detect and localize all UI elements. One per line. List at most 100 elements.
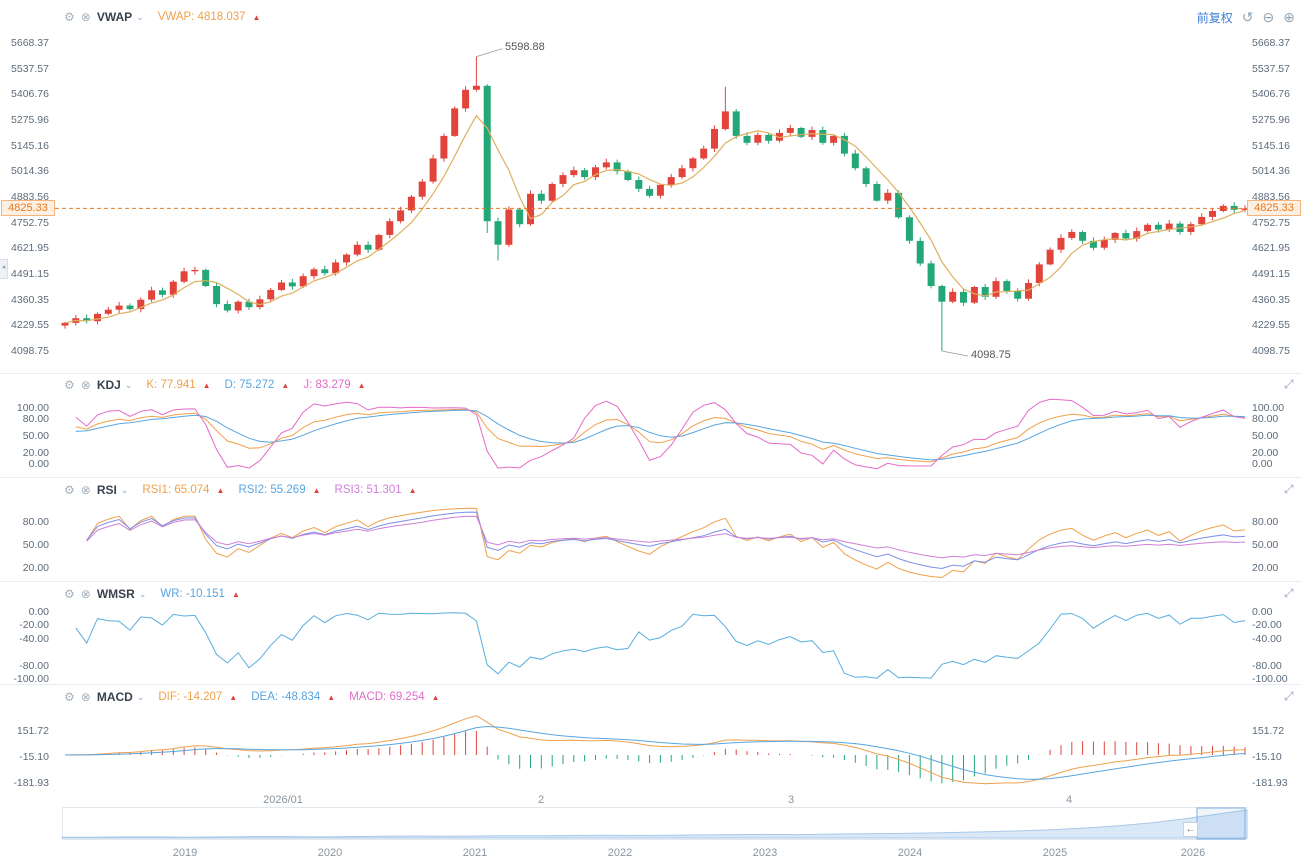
candle-body [613, 162, 621, 172]
remove-indicator-icon[interactable]: ⊗ [80, 483, 91, 497]
price-tick-label: 5145.16 [1252, 140, 1290, 152]
main-panel-header: ⚙ ⊗ VWAP ⌄ VWAP: 4818.037 ▲ [64, 9, 260, 25]
candle-body [137, 299, 145, 310]
price-tick-label: 4752.75 [1252, 217, 1290, 229]
settings-icon[interactable]: ⚙ [64, 378, 75, 392]
kdj-panel-header: ⚙ ⊗ KDJ ⌄ K: 77.941 ▲ D: 75.272 ▲ J: 83.279 ▲ [64, 377, 366, 393]
candle-body [440, 135, 448, 159]
price-tick-label: 5537.57 [11, 63, 49, 75]
price-tick-label: 4491.15 [11, 268, 49, 280]
candle-body [743, 135, 751, 143]
candle-body [1122, 233, 1130, 239]
candle-body [494, 221, 502, 245]
candle-body [505, 209, 513, 245]
adjust-mode-link[interactable]: 前复权 [1196, 11, 1233, 25]
candle-body [213, 286, 221, 305]
macd-panel-header: ⚙ ⊗ MACD ⌄ DIF: -14.207 ▲ DEA: -48.834 ▲ MACD: 6… [64, 689, 440, 705]
remove-indicator-icon[interactable]: ⊗ [80, 378, 91, 392]
wmsr-panel-header: ⚙ ⊗ WMSR ⌄ WR: -10.151 ▲ [64, 586, 240, 602]
candle-body [516, 209, 524, 225]
wmsr-tick-label: -20.00 [1252, 619, 1282, 631]
wmsr-tick-label: -20.00 [19, 619, 49, 631]
candle-body [267, 289, 275, 300]
current-price-badge-right: 4825.33 [1247, 200, 1301, 216]
candle-body [397, 210, 405, 222]
chevron-down-icon[interactable]: ⌄ [120, 484, 129, 495]
candle-body [970, 287, 978, 303]
candle-body [94, 313, 101, 322]
candle-body [624, 171, 632, 180]
year-label: 2024 [897, 847, 923, 859]
up-triangle-icon: ▲ [431, 692, 440, 702]
settings-icon[interactable]: ⚙ [64, 483, 75, 497]
candle-body [299, 276, 307, 287]
price-tick-label: 4229.55 [1252, 319, 1290, 331]
indicator-name[interactable]: KDJ [96, 378, 121, 392]
candle-body [754, 134, 762, 143]
kdj-tick-label: 0.00 [28, 458, 49, 470]
rsi-tick-label: 50.00 [22, 539, 49, 551]
indicator-name[interactable]: MACD [96, 690, 133, 704]
expand-panel-icon[interactable]: ⤢ [1284, 586, 1294, 600]
indicator-name[interactable]: RSI [96, 483, 117, 497]
up-triangle-icon: ▲ [229, 692, 238, 702]
rsi-tick-label: 20.00 [1252, 562, 1279, 574]
kdj-tick-label: 50.00 [1252, 430, 1279, 442]
expand-panel-icon[interactable]: ⤢ [1284, 689, 1294, 703]
settings-icon[interactable]: ⚙ [64, 690, 75, 704]
chevron-down-icon[interactable]: ⌄ [138, 588, 147, 599]
macd-tick-label: 151.72 [1252, 725, 1285, 737]
indicator-name[interactable]: WMSR [96, 587, 135, 601]
price-tick-label: 4098.75 [11, 345, 49, 357]
kdj-tick-label: 100.00 [1252, 402, 1285, 414]
chevron-down-icon[interactable]: ⌄ [136, 11, 144, 22]
navigator-scroll-left-button[interactable]: ← [1183, 822, 1198, 837]
indicator-name[interactable]: VWAP [96, 10, 133, 24]
candle-body [1100, 239, 1108, 248]
zoom-in-icon[interactable]: ⊕ [1283, 9, 1295, 25]
candle-body [851, 153, 859, 169]
price-tick-label: 5275.96 [1252, 114, 1290, 126]
zoom-out-icon[interactable]: ⊖ [1262, 9, 1275, 25]
candle-body [711, 129, 718, 149]
price-tick-label: 5275.96 [11, 114, 49, 126]
reset-zoom-icon[interactable]: ↺ [1241, 9, 1254, 25]
collapse-sidebar-handle[interactable]: ◂ [0, 259, 8, 279]
expand-panel-icon[interactable]: ⤢ [1284, 377, 1294, 391]
up-triangle-icon: ▲ [252, 12, 261, 22]
candle-body [245, 301, 253, 308]
candle-body [462, 89, 470, 109]
price-tick-label: 5014.36 [1252, 165, 1290, 177]
candle-body [332, 262, 340, 274]
expand-panel-icon[interactable]: ⤢ [1284, 482, 1294, 496]
navigator-box[interactable] [62, 807, 1247, 840]
candle-body [386, 221, 394, 235]
settings-icon[interactable]: ⚙ [64, 587, 75, 601]
candle-body [765, 134, 773, 141]
rsi-tick-label: 80.00 [22, 516, 49, 528]
candle-body [278, 282, 285, 290]
candle-body [559, 175, 567, 184]
wmsr-tick-label: 0.00 [28, 606, 49, 618]
navigator-viewport[interactable] [1196, 807, 1246, 840]
remove-indicator-icon[interactable]: ⊗ [80, 690, 91, 704]
candle-body [1187, 224, 1195, 232]
candle-body [1003, 281, 1011, 291]
candle-body [158, 290, 166, 295]
settings-icon[interactable]: ⚙ [64, 10, 75, 24]
price-tick-label: 4360.35 [1252, 294, 1290, 306]
indicator-readout: D: 75.272 [224, 379, 275, 391]
candle-body [570, 170, 578, 176]
macd-dea-line [64, 725, 1246, 780]
remove-indicator-icon[interactable]: ⊗ [80, 587, 91, 601]
x-axis-label: 2026/01 [263, 794, 303, 806]
year-label: 2019 [172, 847, 198, 859]
candle-body [223, 304, 231, 311]
chevron-down-icon[interactable]: ⌄ [136, 691, 145, 702]
wmsr-tick-label: -100.00 [13, 673, 49, 685]
candle-body [830, 135, 838, 143]
chevron-down-icon[interactable]: ⌄ [124, 379, 133, 390]
remove-indicator-icon[interactable]: ⊗ [80, 10, 91, 24]
